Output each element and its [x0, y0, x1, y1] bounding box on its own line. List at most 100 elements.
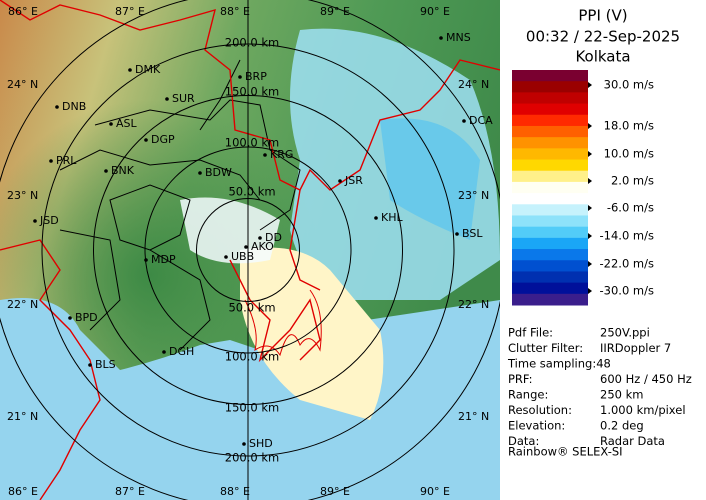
- station-dot: [244, 245, 248, 249]
- station-dot: [33, 219, 37, 223]
- info-label: Time sampling:48: [507, 357, 611, 371]
- station-label: BSL: [462, 227, 483, 240]
- range-rings: [0, 0, 500, 500]
- legend-swatch: [512, 181, 588, 194]
- station-label: KRG: [270, 148, 293, 161]
- coastline: [244, 289, 322, 357]
- latitude-label: 24° N: [7, 78, 38, 91]
- station-label: UBB: [231, 250, 254, 263]
- legend-swatch: [512, 103, 588, 116]
- station-label: AKO: [251, 240, 274, 253]
- info-value: IIRDoppler 7: [600, 341, 671, 355]
- info-label: Range:: [508, 388, 548, 402]
- latitude-label: 22° N: [7, 298, 38, 311]
- latitude-label: 21° N: [7, 410, 38, 423]
- legend-arrow: [588, 261, 592, 267]
- longitude-label: 87° E: [115, 5, 145, 18]
- legend-swatch: [512, 114, 588, 127]
- legend-swatch: [512, 271, 588, 284]
- station-label: SHD: [249, 437, 273, 450]
- station-label: KHL: [381, 211, 403, 224]
- station-dot: [165, 97, 169, 101]
- station-label: DGH: [169, 345, 194, 358]
- footer: Rainbow® SELEX-SI: [508, 445, 623, 459]
- longitude-label: 86° E: [8, 485, 38, 498]
- station-dot: [198, 171, 202, 175]
- longitude-label: 89° E: [320, 5, 350, 18]
- legend-label: 30.0 m/s: [604, 78, 654, 92]
- station-dot: [144, 138, 148, 142]
- legend-swatch: [512, 260, 588, 272]
- longitude-label: 87° E: [115, 485, 145, 498]
- station-label: DD: [265, 231, 282, 244]
- legend-arrow: [588, 151, 592, 157]
- station-dot: [162, 350, 166, 354]
- longitude-label: 90° E: [420, 5, 450, 18]
- legend-arrow: [588, 178, 592, 184]
- legend-swatch: [512, 293, 588, 306]
- station-dot: [263, 153, 267, 157]
- longitude-label: 86° E: [8, 5, 38, 18]
- station-label: BPD: [75, 311, 98, 324]
- info-panel: PPI (V) 00:32 / 22-Sep-2025 Kolkata 30.0…: [507, 7, 692, 459]
- station-dot: [238, 75, 242, 79]
- echo-area: [240, 247, 384, 420]
- range-label: 200.0 km: [225, 451, 279, 465]
- latitude-label: 22° N: [458, 298, 489, 311]
- station-label: ASL: [116, 117, 138, 130]
- legend-swatch: [512, 237, 588, 250]
- state-boundaries: [0, 0, 500, 500]
- range-label: 100.0 km: [225, 350, 279, 364]
- info-value: 250V.ppi: [600, 326, 650, 340]
- station-label: DGP: [151, 133, 175, 146]
- legend-swatch: [512, 159, 588, 172]
- station-dot: [338, 179, 342, 183]
- longitude-label: 89° E: [320, 485, 350, 498]
- range-label: 50.0 km: [228, 185, 275, 199]
- info-label: Pdf File:: [508, 326, 553, 340]
- station-label: BRP: [245, 70, 267, 83]
- legend-label: -14.0 m/s: [600, 229, 654, 243]
- scan-time: 00:32 / 22-Sep-2025: [526, 28, 680, 46]
- site-name: Kolkata: [575, 48, 630, 66]
- station-dot: [88, 363, 92, 367]
- latitude-label: 23° N: [458, 189, 489, 202]
- station-dot: [144, 258, 148, 262]
- info-table: Pdf File: 250V.ppi Clutter Filter: IIRDoppl…: [507, 326, 692, 459]
- product-title: PPI (V): [578, 7, 627, 25]
- latitude-label: 23° N: [7, 189, 38, 202]
- station-label: BDW: [205, 166, 232, 179]
- station-dot: [55, 105, 59, 109]
- station-dot: [224, 255, 228, 259]
- station-dot: [104, 169, 108, 173]
- info-label: Elevation:: [508, 419, 565, 433]
- info-label: Resolution:: [508, 403, 572, 417]
- range-label: 50.0 km: [228, 301, 275, 315]
- station-label: JSD: [39, 214, 59, 227]
- legend-swatch: [512, 148, 588, 161]
- legend-swatch: [512, 204, 588, 216]
- radar-map: 200.0 km 150.0 km 100.0 km 50.0 km 50.0 km 10…: [0, 0, 500, 500]
- info-label: Clutter Filter:: [508, 341, 583, 355]
- station-label: DNB: [62, 100, 86, 113]
- station-dot: [374, 216, 378, 220]
- station-label: BNK: [111, 164, 135, 177]
- legend-swatch: [512, 282, 588, 295]
- legend-swatch: [512, 226, 588, 239]
- station-label: DCA: [469, 114, 493, 127]
- station-label: PRL: [56, 154, 77, 167]
- echo-area: [180, 197, 280, 264]
- station-dot: [258, 236, 262, 240]
- legend-swatch: [512, 170, 588, 183]
- station-label: SUR: [172, 92, 195, 105]
- legend-label: -6.0 m/s: [607, 201, 654, 215]
- station-label: MDP: [151, 253, 176, 266]
- longitude-label: 88° E: [220, 5, 250, 18]
- station-label: DMK: [135, 63, 161, 76]
- velocity-legend: 30.0 m/s 18.0 m/s 10.0 m/s 2.0 m/s -6.0 m/s -…: [512, 70, 654, 306]
- station-dot: [242, 442, 246, 446]
- info-label: PRF:: [508, 372, 533, 386]
- info-value: 250 km: [600, 388, 643, 402]
- range-label: 200.0 km: [225, 36, 279, 50]
